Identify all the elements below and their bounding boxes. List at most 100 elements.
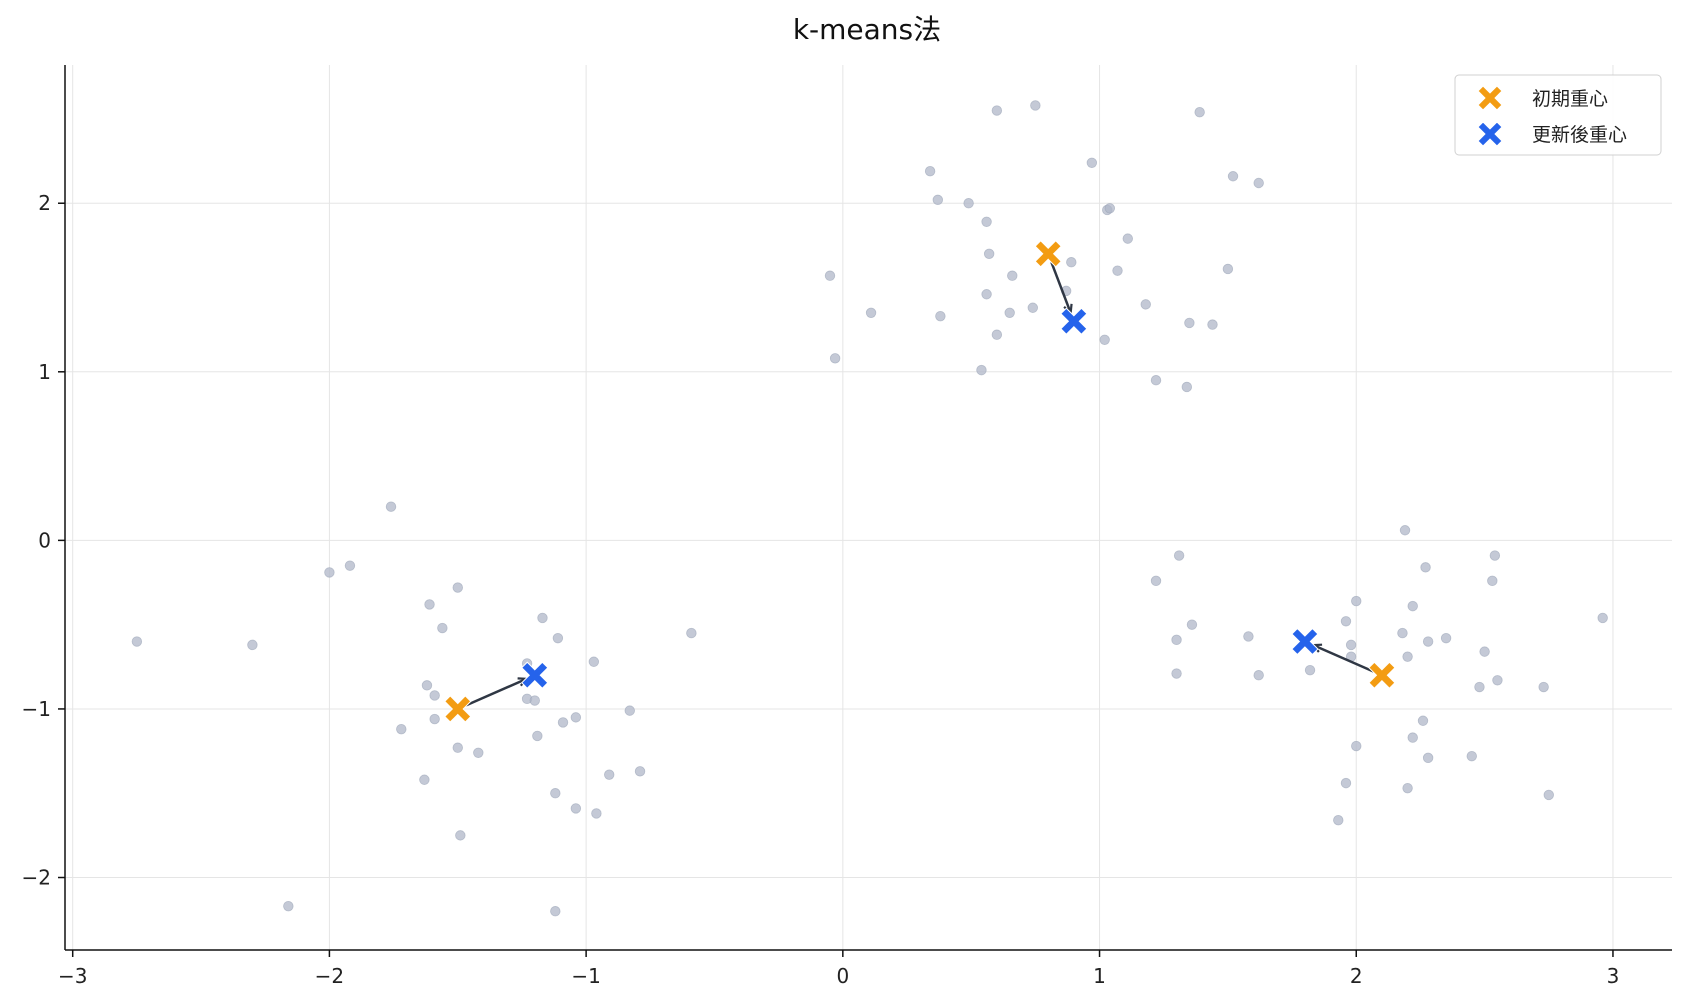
data-point	[324, 567, 335, 578]
data-point	[473, 747, 484, 758]
data-point	[624, 705, 635, 716]
data-point	[981, 216, 992, 227]
data-point	[424, 599, 435, 610]
data-point	[604, 769, 615, 780]
y-tick-label: 1	[38, 360, 51, 384]
data-point	[550, 906, 561, 917]
data-point	[1538, 681, 1549, 693]
data-point	[421, 680, 433, 691]
centroid-move-arrow	[1050, 261, 1070, 312]
data-point	[1243, 631, 1254, 642]
data-point	[1086, 157, 1098, 168]
data-point	[131, 636, 143, 647]
data-point	[1402, 651, 1413, 662]
data-point	[865, 307, 877, 319]
x-tick-label: 1	[1093, 964, 1106, 988]
data-point	[1150, 575, 1162, 587]
data-point	[1420, 562, 1431, 573]
data-point	[588, 656, 600, 667]
data-point	[283, 900, 294, 912]
data-point	[1333, 815, 1344, 826]
chart-title: k-means法	[793, 13, 941, 46]
updated-centroid-marker	[521, 661, 549, 689]
data-point	[1474, 681, 1485, 693]
data-point	[529, 695, 540, 706]
data-point	[552, 632, 564, 644]
x-tick-label: −1	[571, 964, 600, 988]
legend-marker-initial	[1477, 85, 1503, 111]
data-point	[1399, 525, 1411, 536]
data-point	[1345, 639, 1357, 651]
data-point	[1066, 257, 1077, 268]
data-point	[344, 560, 356, 571]
data-point	[1340, 616, 1352, 627]
data-point	[570, 803, 582, 814]
data-point	[1027, 302, 1038, 313]
data-point	[1173, 550, 1185, 561]
legend-label-updated: 更新後重心	[1532, 124, 1627, 146]
y-tick-label: 2	[38, 191, 51, 215]
data-point	[1222, 263, 1234, 275]
data-point	[963, 198, 974, 209]
data-point	[1597, 612, 1608, 624]
data-point	[1543, 789, 1554, 801]
data-point	[1207, 319, 1218, 330]
data-point	[532, 730, 543, 742]
centroid-move-arrow	[465, 679, 526, 707]
data-points	[131, 100, 1608, 917]
initial-centroid-marker	[1368, 661, 1396, 689]
data-point	[824, 270, 836, 281]
data-point	[1440, 632, 1452, 644]
y-tick-label: −2	[22, 866, 51, 890]
data-point	[924, 165, 936, 177]
data-point	[537, 612, 548, 624]
data-point	[1402, 782, 1413, 794]
legend-box	[1454, 74, 1662, 156]
x-tick-label: −3	[58, 964, 87, 988]
data-point	[1351, 595, 1362, 607]
data-point	[935, 310, 946, 322]
data-point	[385, 501, 397, 512]
data-point	[1304, 664, 1316, 676]
x-tick-label: 3	[1607, 964, 1620, 988]
data-point	[1140, 299, 1151, 310]
axes: −3 −2 −1 0 1 2 3 −2 −1 0 1 2	[22, 65, 1672, 988]
data-point	[1122, 233, 1133, 244]
centroid-move-arrow	[1314, 646, 1375, 673]
data-point	[1030, 100, 1041, 111]
data-point	[983, 248, 995, 260]
data-point	[1407, 732, 1418, 743]
data-point	[550, 788, 561, 799]
data-point	[1340, 777, 1352, 789]
data-point	[1492, 675, 1503, 686]
data-point	[686, 627, 697, 639]
initial-centroid-marker	[444, 695, 472, 723]
data-point	[1186, 619, 1198, 630]
x-tick-label: 0	[836, 964, 849, 988]
data-point	[1351, 740, 1362, 752]
data-point	[991, 105, 1003, 116]
data-point	[1171, 668, 1182, 679]
data-point	[429, 690, 440, 701]
data-point	[932, 194, 944, 206]
data-point	[1397, 627, 1408, 639]
data-point	[1422, 636, 1434, 647]
data-point	[1479, 646, 1490, 657]
x-tick-label: −2	[315, 964, 344, 988]
data-point	[429, 713, 440, 725]
data-point	[1171, 634, 1182, 646]
data-point	[570, 712, 582, 723]
initial-centroid-marker	[1034, 240, 1062, 268]
y-tick-label: −1	[22, 697, 51, 721]
data-point	[1104, 203, 1116, 214]
data-point	[419, 774, 430, 785]
x-tick-label: 2	[1350, 964, 1363, 988]
data-point	[455, 830, 466, 841]
centroids	[444, 240, 1396, 723]
centroid-arrows	[465, 261, 1375, 707]
legend-label-initial: 初期重心	[1532, 88, 1608, 110]
data-point	[452, 742, 463, 753]
data-point	[1184, 317, 1195, 329]
data-point	[1407, 600, 1418, 612]
